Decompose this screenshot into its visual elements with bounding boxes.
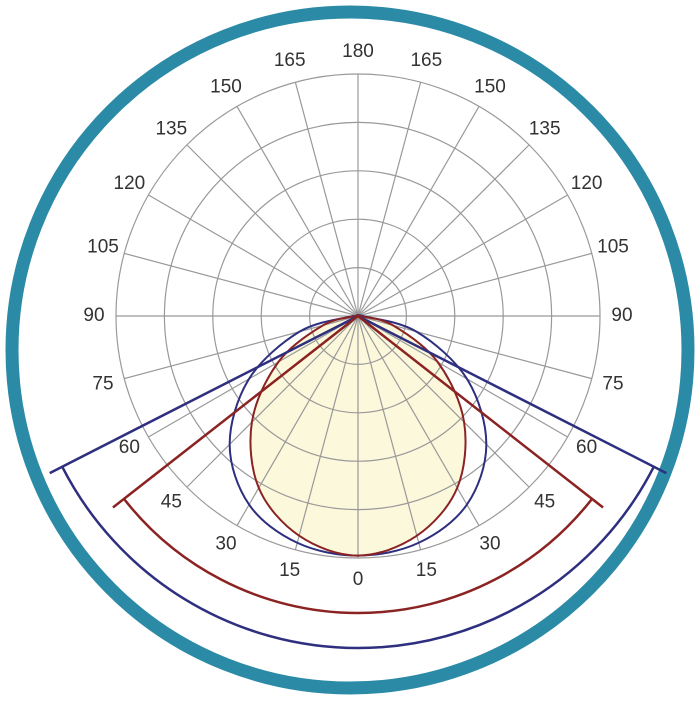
angle-label: 15 [416,560,437,581]
grid-spoke [148,194,359,317]
angle-label: 135 [529,118,561,139]
angle-label: 90 [611,305,632,326]
angle-label: 120 [571,173,603,194]
grid-spoke [294,82,359,317]
grid-spoke [357,315,568,438]
angle-label: 45 [161,492,182,513]
angle-label: 105 [87,237,119,258]
grid-spoke [186,144,359,317]
angle-label: 165 [274,50,306,71]
grid-spoke [357,252,592,317]
grid-spoke [124,252,359,317]
grid-spoke [186,315,359,488]
angle-label: 60 [119,437,140,458]
grid-spoke [124,315,359,380]
grid-spoke [357,315,480,526]
grid-spoke [357,194,568,317]
angle-label: 105 [597,237,629,258]
intensity-curve [249,314,467,557]
grid-spoke [357,106,480,317]
angle-label: 165 [410,50,442,71]
angle-label: 60 [576,437,597,458]
angle-label: 45 [534,492,555,513]
angle-label: 150 [210,76,242,97]
angle-label: 120 [114,173,146,194]
angle-label: 150 [474,76,506,97]
grid-spoke [357,144,530,317]
beam-angle-marker [112,314,604,615]
grid-spoke [236,315,359,526]
angle-label: 180 [342,41,374,62]
grid-spoke [357,82,422,317]
grid-spoke [294,315,359,550]
angle-label: 75 [92,373,113,394]
angle-label: 15 [279,560,300,581]
angle-label: 135 [155,118,187,139]
angle-label: 30 [479,534,500,555]
angle-label: 90 [83,305,104,326]
angle-label: 75 [602,373,623,394]
angle-label: 30 [215,534,236,555]
grid-spoke [357,315,530,488]
angle-label: 0 [353,569,364,590]
grid-spoke [357,315,592,380]
intensity-curve [228,313,488,557]
grid-spoke [236,106,359,317]
grid-spoke [148,315,359,438]
grid-spoke [357,315,422,550]
